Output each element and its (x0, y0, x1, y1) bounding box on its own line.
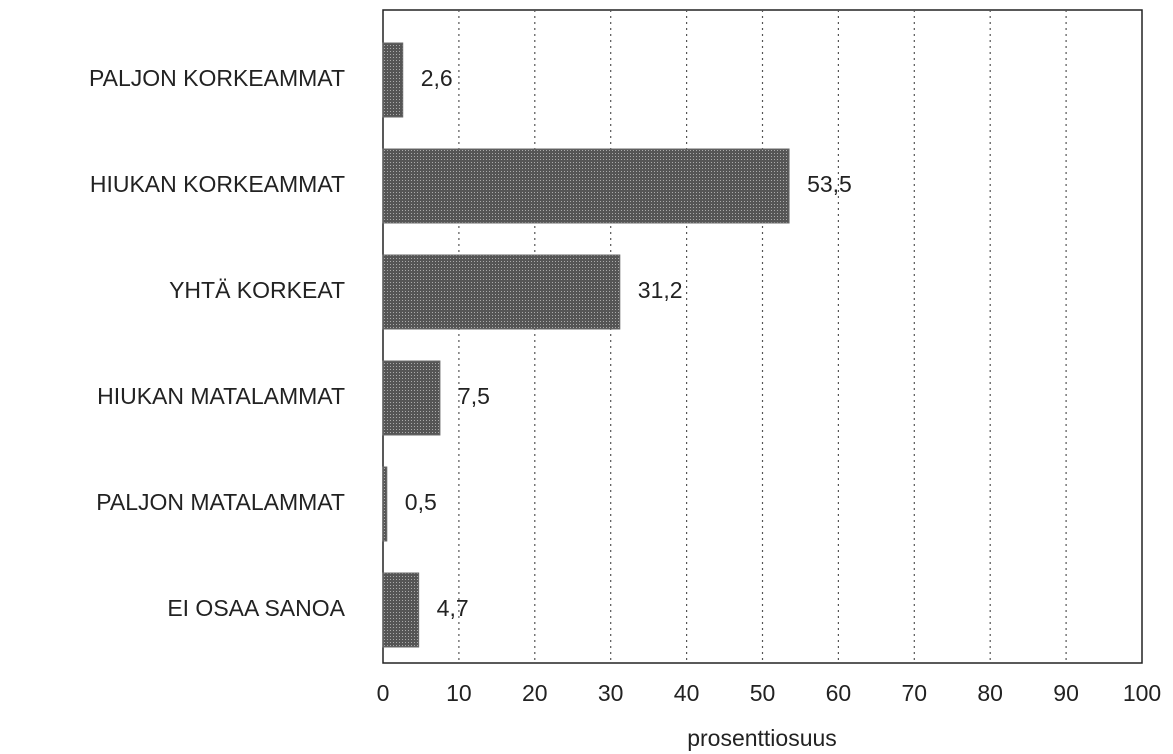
bar (382, 148, 790, 224)
y-tick-label: PALJON KORKEAMMAT (89, 65, 345, 91)
y-tick-label: EI OSAA SANOA (167, 595, 345, 621)
x-tick-label: 50 (750, 680, 776, 706)
y-tick-label: HIUKAN MATALAMMAT (97, 383, 345, 409)
x-tick-label: 70 (902, 680, 928, 706)
x-tick-label: 20 (522, 680, 548, 706)
bar (382, 42, 404, 118)
value-label: 4,7 (437, 595, 469, 621)
value-label: 31,2 (638, 277, 683, 303)
y-tick-label: PALJON MATALAMMAT (96, 489, 345, 515)
bar (382, 360, 441, 436)
x-tick-label: 80 (977, 680, 1003, 706)
x-tick-label: 100 (1123, 680, 1161, 706)
bar (382, 572, 420, 648)
x-tick-label: 90 (1053, 680, 1079, 706)
value-label: 53,5 (807, 171, 852, 197)
y-tick-label: HIUKAN KORKEAMMAT (90, 171, 345, 197)
value-label: 2,6 (421, 65, 453, 91)
bar (382, 466, 388, 542)
x-axis-label: prosenttiosuus (687, 725, 837, 751)
value-label: 7,5 (458, 383, 490, 409)
x-tick-label: 10 (446, 680, 472, 706)
x-tick-label: 30 (598, 680, 624, 706)
x-tick-label: 60 (826, 680, 852, 706)
x-tick-label: 40 (674, 680, 700, 706)
x-tick-label: 0 (377, 680, 390, 706)
bar (382, 254, 621, 330)
value-label: 0,5 (405, 489, 437, 515)
y-tick-label: YHTÄ KORKEAT (169, 277, 345, 303)
